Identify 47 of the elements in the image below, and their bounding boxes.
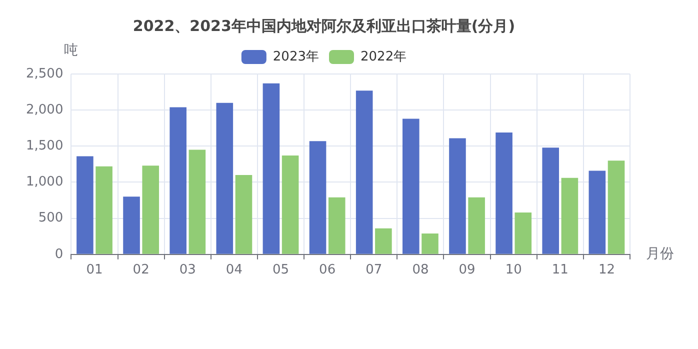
bar — [216, 102, 234, 254]
bar — [328, 197, 346, 254]
legend-label: 2022年 — [360, 49, 407, 64]
x-tick-label: 03 — [179, 262, 196, 278]
x-tick-label: 04 — [226, 262, 242, 278]
y-tick-label: 2,500 — [26, 66, 64, 82]
y-axis-title: 吨 — [64, 42, 78, 59]
bar — [188, 150, 206, 254]
y-tick-label: 1,500 — [26, 138, 64, 154]
bar — [561, 178, 578, 254]
bar — [142, 166, 160, 254]
chart-title: 2022、2023年中国内地对阿尔及利亚出口茶叶量(分月) — [132, 16, 516, 35]
x-tick-label: 05 — [272, 262, 290, 278]
bar — [235, 175, 252, 254]
bar — [170, 107, 186, 254]
y-tick-label: 1,000 — [26, 174, 64, 190]
bar — [96, 166, 112, 254]
bar — [449, 138, 466, 254]
bar — [468, 197, 485, 254]
x-tick-label: 06 — [319, 262, 336, 278]
x-tick-label: 02 — [132, 262, 150, 278]
bar — [608, 160, 625, 254]
bar — [402, 118, 420, 254]
bar — [262, 83, 280, 254]
bar — [282, 156, 299, 254]
x-tick-label: 01 — [86, 262, 103, 278]
x-tick-label: 08 — [412, 262, 429, 278]
bar — [309, 141, 326, 254]
bar — [76, 156, 94, 254]
bar — [588, 170, 606, 254]
y-tick-label: 2,000 — [26, 102, 64, 118]
bar — [422, 233, 438, 254]
legend-label: 2023年 — [272, 49, 320, 64]
bar — [496, 132, 512, 254]
bar — [123, 196, 140, 254]
x-tick-label: 09 — [458, 262, 476, 278]
x-axis-title: 月份 — [646, 246, 674, 262]
x-tick-label: 11 — [552, 262, 568, 278]
x-tick-label: 07 — [366, 262, 382, 278]
x-tick-label: 10 — [505, 262, 522, 278]
bar — [375, 228, 392, 254]
bar — [542, 148, 560, 254]
y-tick-label: 500 — [38, 210, 64, 226]
bar — [514, 212, 532, 254]
y-tick-label: 0 — [54, 246, 64, 262]
x-tick-label: 12 — [598, 262, 615, 278]
bar — [356, 90, 373, 254]
